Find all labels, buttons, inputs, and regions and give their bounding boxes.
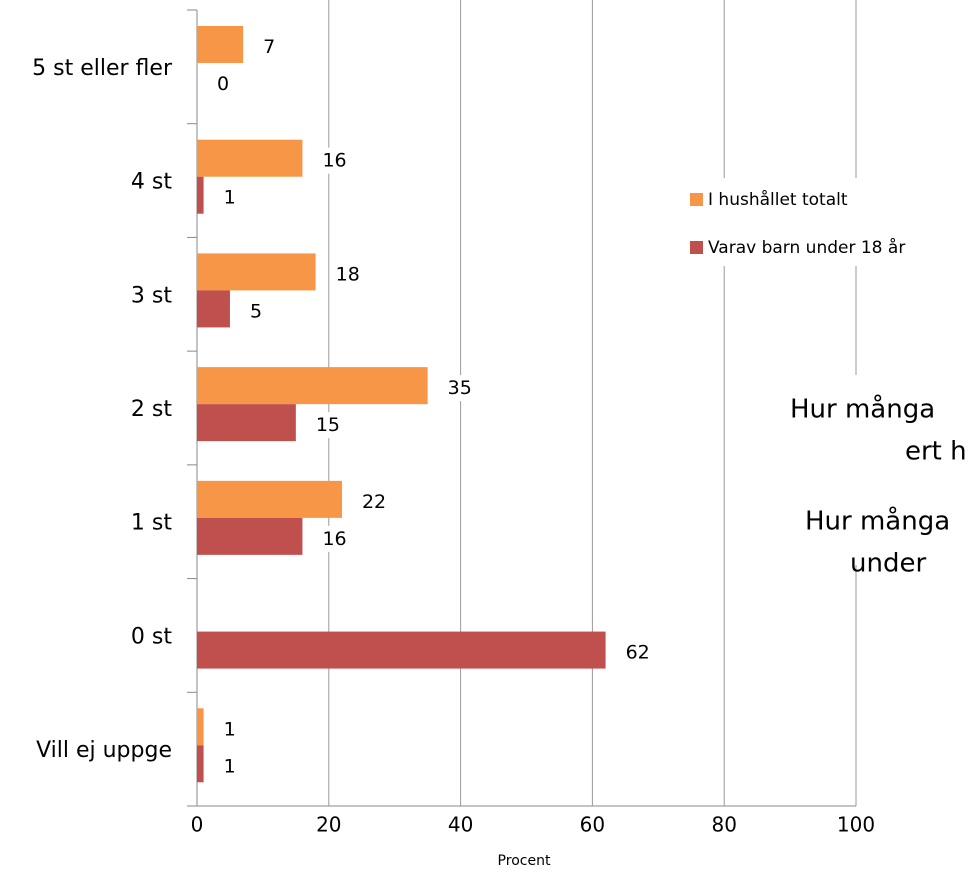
x-tick-label: 100: [837, 813, 875, 837]
bar: [197, 367, 428, 405]
annotation: under: [850, 549, 926, 579]
annotation: Hur många: [805, 506, 950, 537]
annotation-bg: [770, 375, 973, 565]
data-label: 35: [448, 377, 472, 399]
data-label: 18: [336, 263, 360, 285]
label-bg: [443, 375, 476, 402]
y-tick-label: 0 st: [131, 624, 172, 649]
data-label: 16: [322, 150, 346, 172]
y-tick-label: Vill ej uppge: [36, 738, 172, 763]
data-label: 1: [224, 187, 236, 209]
data-label: 7: [263, 36, 275, 58]
label-bg: [245, 298, 267, 325]
label-bg: [331, 261, 364, 288]
legend-label: I hushållet totalt: [708, 189, 848, 210]
y-tick-label: 2 st: [131, 397, 172, 422]
label-bg: [219, 184, 240, 211]
bar: [197, 708, 204, 746]
data-label: 15: [316, 414, 340, 436]
x-tick-label: 80: [711, 813, 736, 837]
data-label: 22: [362, 491, 386, 513]
x-tick-label: 40: [448, 813, 473, 837]
x-axis-label: Procent: [498, 853, 551, 869]
legend-label: Varav barn under 18 år: [708, 237, 905, 258]
label-bg: [259, 34, 280, 60]
annotation: Hur många: [790, 394, 935, 425]
label-bg: [219, 716, 240, 743]
x-tick-label: 0: [191, 813, 204, 837]
bar: [197, 745, 204, 783]
y-tick-label: 3 st: [131, 283, 172, 308]
label-bg: [219, 753, 240, 780]
data-label: 16: [322, 528, 346, 550]
bar: [197, 253, 316, 291]
bar: [197, 517, 303, 555]
bar: [197, 631, 606, 669]
label-bg: [318, 147, 351, 174]
bar: [197, 480, 342, 518]
data-label: 62: [626, 642, 650, 664]
data-label: 0: [217, 73, 229, 95]
x-tick-label: 60: [580, 813, 605, 837]
x-tick-label: 20: [316, 813, 341, 837]
bar: [197, 139, 303, 177]
legend-swatch: [690, 241, 703, 254]
label-bg: [311, 412, 345, 439]
data-label: 1: [224, 718, 236, 740]
y-tick-label: 5 st eller fler: [32, 56, 173, 81]
data-label: 1: [224, 755, 236, 777]
bar: [197, 290, 230, 328]
label-bg: [621, 639, 654, 666]
bar: [197, 404, 296, 442]
legend-bg: [682, 178, 882, 266]
label-bg: [357, 488, 391, 515]
legend-swatch: [690, 193, 703, 206]
bar: [197, 176, 204, 214]
label-bg: [318, 525, 351, 552]
data-label: 5: [250, 300, 262, 322]
y-tick-label: 1 st: [131, 511, 172, 536]
y-tick-label: 4 st: [131, 170, 172, 195]
label-bg: [213, 71, 234, 97]
bar: [197, 26, 244, 63]
annotation: ert h: [905, 437, 967, 467]
